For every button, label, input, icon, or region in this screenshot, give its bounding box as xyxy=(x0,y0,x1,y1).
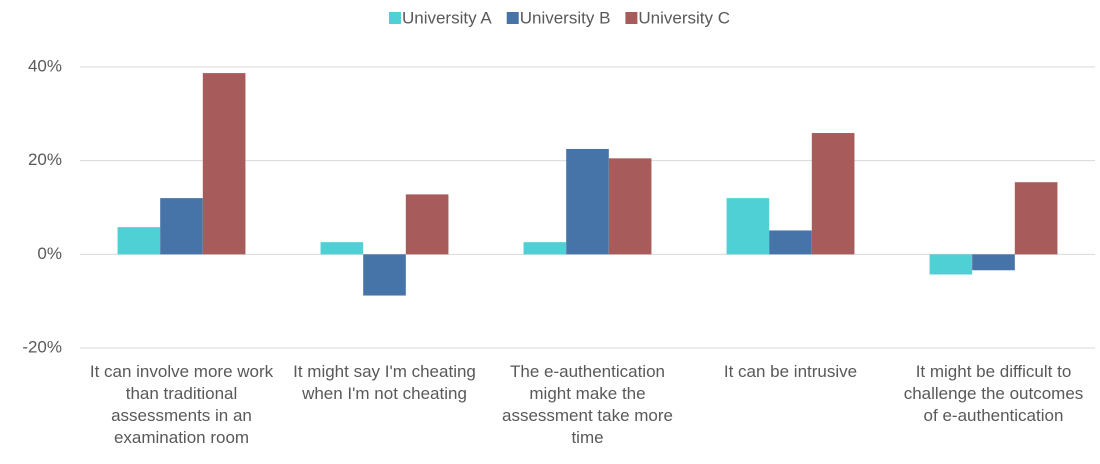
x-tick-label: It can involve more work than traditiona… xyxy=(89,362,274,447)
bar xyxy=(117,227,161,255)
x-tick-label: It can be intrusive xyxy=(723,362,858,381)
legend-swatch xyxy=(506,12,519,24)
y-tick-label: 0% xyxy=(37,244,62,263)
bar xyxy=(1014,182,1058,255)
y-tick-label: 20% xyxy=(28,150,62,169)
bar xyxy=(160,198,203,255)
y-tick-label: -20% xyxy=(22,337,62,356)
legend-label: University A xyxy=(402,8,492,27)
bar xyxy=(363,254,406,296)
bar xyxy=(972,254,1015,271)
bar xyxy=(202,73,246,255)
bar xyxy=(523,242,567,255)
bar xyxy=(405,194,449,255)
x-tick-label: It might be difficult to challenge the o… xyxy=(903,362,1084,425)
bar xyxy=(811,133,855,255)
bar xyxy=(320,242,364,255)
bar xyxy=(608,158,652,255)
legend-label: University B xyxy=(520,8,611,27)
x-tick-label: It might say I'm cheating when I'm not c… xyxy=(293,362,476,403)
y-tick-label: 40% xyxy=(28,56,62,75)
legend-label: University C xyxy=(638,8,730,27)
bar xyxy=(726,198,770,255)
bar xyxy=(769,230,812,255)
bar xyxy=(929,254,973,275)
bar xyxy=(566,148,609,255)
legend-swatch xyxy=(388,12,401,24)
x-tick-label: The e-authentication might make the asse… xyxy=(501,362,673,447)
legend-swatch xyxy=(625,12,638,24)
